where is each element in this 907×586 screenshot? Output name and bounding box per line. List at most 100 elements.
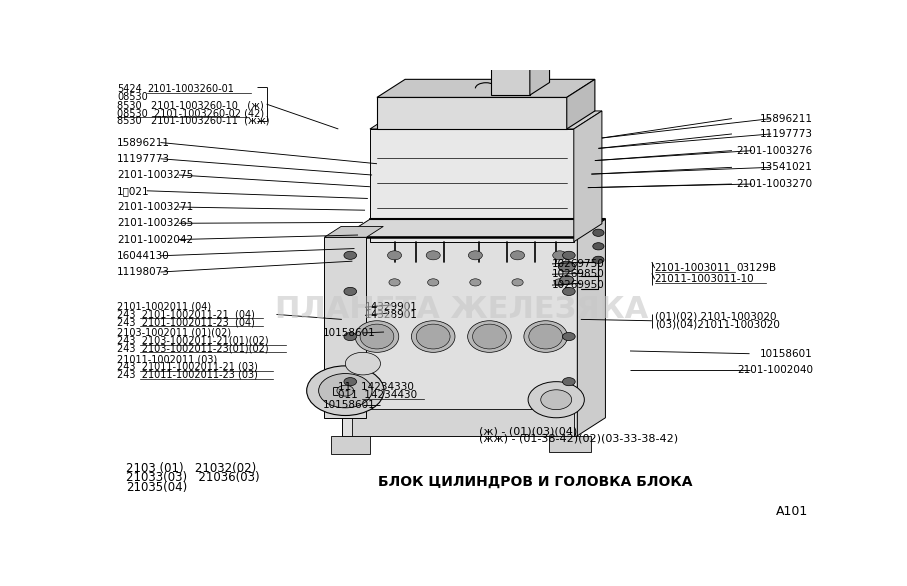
Text: 243  21011-1002011-23 (03): 243 21011-1002011-23 (03) xyxy=(117,369,258,380)
Polygon shape xyxy=(325,237,366,418)
Text: 14329901: 14329901 xyxy=(365,302,418,312)
Text: БЛОК ЦИЛИНДРОВ И ГОЛОВКА БЛОКА: БЛОК ЦИЛИНДРОВ И ГОЛОВКА БЛОКА xyxy=(378,475,692,489)
Polygon shape xyxy=(352,409,574,436)
Ellipse shape xyxy=(416,324,450,349)
Polygon shape xyxy=(377,97,567,129)
Polygon shape xyxy=(342,219,606,237)
Circle shape xyxy=(593,243,604,250)
Text: 243  2103-1002011-21(01)(02): 243 2103-1002011-21(01)(02) xyxy=(117,336,268,346)
Circle shape xyxy=(336,385,354,396)
Text: A101: A101 xyxy=(775,505,808,518)
Text: 5424: 5424 xyxy=(117,84,141,94)
Text: 21011-1002011 (03): 21011-1002011 (03) xyxy=(117,354,217,364)
Circle shape xyxy=(541,390,571,410)
Polygon shape xyxy=(370,129,574,242)
Ellipse shape xyxy=(356,321,399,352)
Text: (жж) - (01-38-42)(02)(03-33-38-42): (жж) - (01-38-42)(02)(03-33-38-42) xyxy=(479,434,678,444)
Text: 2101-1003276: 2101-1003276 xyxy=(736,146,813,156)
Polygon shape xyxy=(377,79,595,97)
Text: 2101-1003011: 2101-1003011 xyxy=(655,263,731,273)
Text: 2101-1002042: 2101-1002042 xyxy=(117,234,193,244)
Text: 011  14234430: 011 14234430 xyxy=(338,390,417,400)
Text: 15896211: 15896211 xyxy=(117,138,170,148)
Circle shape xyxy=(387,251,402,260)
Circle shape xyxy=(346,352,381,375)
Polygon shape xyxy=(331,436,370,454)
Circle shape xyxy=(427,279,439,286)
Ellipse shape xyxy=(412,321,455,352)
Text: 2101-1003270: 2101-1003270 xyxy=(736,179,813,189)
Text: 14328901: 14328901 xyxy=(365,311,418,321)
Text: 2103-1002011 (01)(02): 2103-1002011 (01)(02) xyxy=(117,328,231,338)
Text: 10158601: 10158601 xyxy=(760,349,813,359)
Circle shape xyxy=(528,381,584,418)
Ellipse shape xyxy=(360,324,394,349)
Text: 10269850: 10269850 xyxy=(552,270,605,280)
Text: 10158601: 10158601 xyxy=(323,400,375,410)
Circle shape xyxy=(344,332,356,340)
Text: 2101-1002011 (04): 2101-1002011 (04) xyxy=(117,302,211,312)
Polygon shape xyxy=(492,66,530,95)
Text: 2101-1003271: 2101-1003271 xyxy=(117,202,193,212)
Text: 10158601: 10158601 xyxy=(323,328,375,338)
Circle shape xyxy=(318,373,372,408)
Text: 2101-1002040: 2101-1002040 xyxy=(736,366,813,376)
Text: 243  2101-1002011-23  (04): 243 2101-1002011-23 (04) xyxy=(117,317,255,327)
Circle shape xyxy=(344,251,356,260)
Circle shape xyxy=(560,275,574,285)
Circle shape xyxy=(554,279,565,286)
Circle shape xyxy=(512,279,523,286)
Text: 11197773: 11197773 xyxy=(760,129,813,139)
Polygon shape xyxy=(530,53,550,95)
Text: 21033(03)   21036(03): 21033(03) 21036(03) xyxy=(126,471,259,484)
Circle shape xyxy=(470,279,481,286)
Text: 16044130: 16044130 xyxy=(117,251,170,261)
Circle shape xyxy=(593,229,604,236)
Polygon shape xyxy=(325,226,384,237)
Text: 10269750: 10269750 xyxy=(552,259,605,269)
Circle shape xyxy=(468,251,483,260)
Circle shape xyxy=(426,251,440,260)
Text: 243  2103-1002011-23(01)(02): 243 2103-1002011-23(01)(02) xyxy=(117,343,268,353)
Text: 2101-1003265: 2101-1003265 xyxy=(117,218,193,229)
Text: 21011-1003011-10: 21011-1003011-10 xyxy=(655,274,755,284)
Text: 15896211: 15896211 xyxy=(760,114,813,124)
Text: 11197773: 11197773 xyxy=(117,154,170,163)
Circle shape xyxy=(593,256,604,264)
Circle shape xyxy=(559,261,575,272)
Text: 2103 (01)   21032(02): 2103 (01) 21032(02) xyxy=(126,462,257,475)
Polygon shape xyxy=(550,436,591,452)
Polygon shape xyxy=(578,219,606,436)
Text: 03129B: 03129B xyxy=(736,263,777,273)
Circle shape xyxy=(344,287,356,295)
Ellipse shape xyxy=(473,324,506,349)
Circle shape xyxy=(307,366,384,415)
Polygon shape xyxy=(574,111,602,242)
Text: 11   14234330: 11 14234330 xyxy=(338,382,414,392)
Text: (ж) - (01)(03)(04): (ж) - (01)(03)(04) xyxy=(479,426,577,437)
Polygon shape xyxy=(342,237,578,436)
Text: 243  2101-1002011-21  (04): 243 2101-1002011-21 (04) xyxy=(117,309,255,319)
Text: 243  21011-1002011-21 (03): 243 21011-1002011-21 (03) xyxy=(117,362,258,372)
Text: 08530  2101-1003260-02 (42): 08530 2101-1003260-02 (42) xyxy=(117,108,264,118)
Text: (03)(04)21011-1003020: (03)(04)21011-1003020 xyxy=(655,320,779,330)
Circle shape xyxy=(562,287,575,295)
Polygon shape xyxy=(370,111,602,129)
Ellipse shape xyxy=(524,321,568,352)
Polygon shape xyxy=(567,79,595,129)
Circle shape xyxy=(562,251,575,260)
Text: 2101-1003260-01: 2101-1003260-01 xyxy=(147,84,234,94)
Text: 8530   2101-1003260-10   (ж): 8530 2101-1003260-10 (ж) xyxy=(117,101,264,111)
Text: 10269950: 10269950 xyxy=(552,280,605,290)
Circle shape xyxy=(562,377,575,386)
Text: 21035(04): 21035(04) xyxy=(126,481,187,494)
Text: 13541021: 13541021 xyxy=(760,162,813,172)
Circle shape xyxy=(552,251,567,260)
Text: 2101-1003275: 2101-1003275 xyxy=(117,170,193,180)
Circle shape xyxy=(562,332,575,340)
Text: 8530   2101-1003260-11  (жж): 8530 2101-1003260-11 (жж) xyxy=(117,116,269,126)
Ellipse shape xyxy=(529,324,562,349)
Text: (01)(02) 2101-1003020: (01)(02) 2101-1003020 xyxy=(655,311,776,321)
Circle shape xyxy=(511,251,524,260)
Text: ПЛАНЕТА ЖЕЛЕЗЯКА: ПЛАНЕТА ЖЕЛЕЗЯКА xyxy=(275,295,648,324)
